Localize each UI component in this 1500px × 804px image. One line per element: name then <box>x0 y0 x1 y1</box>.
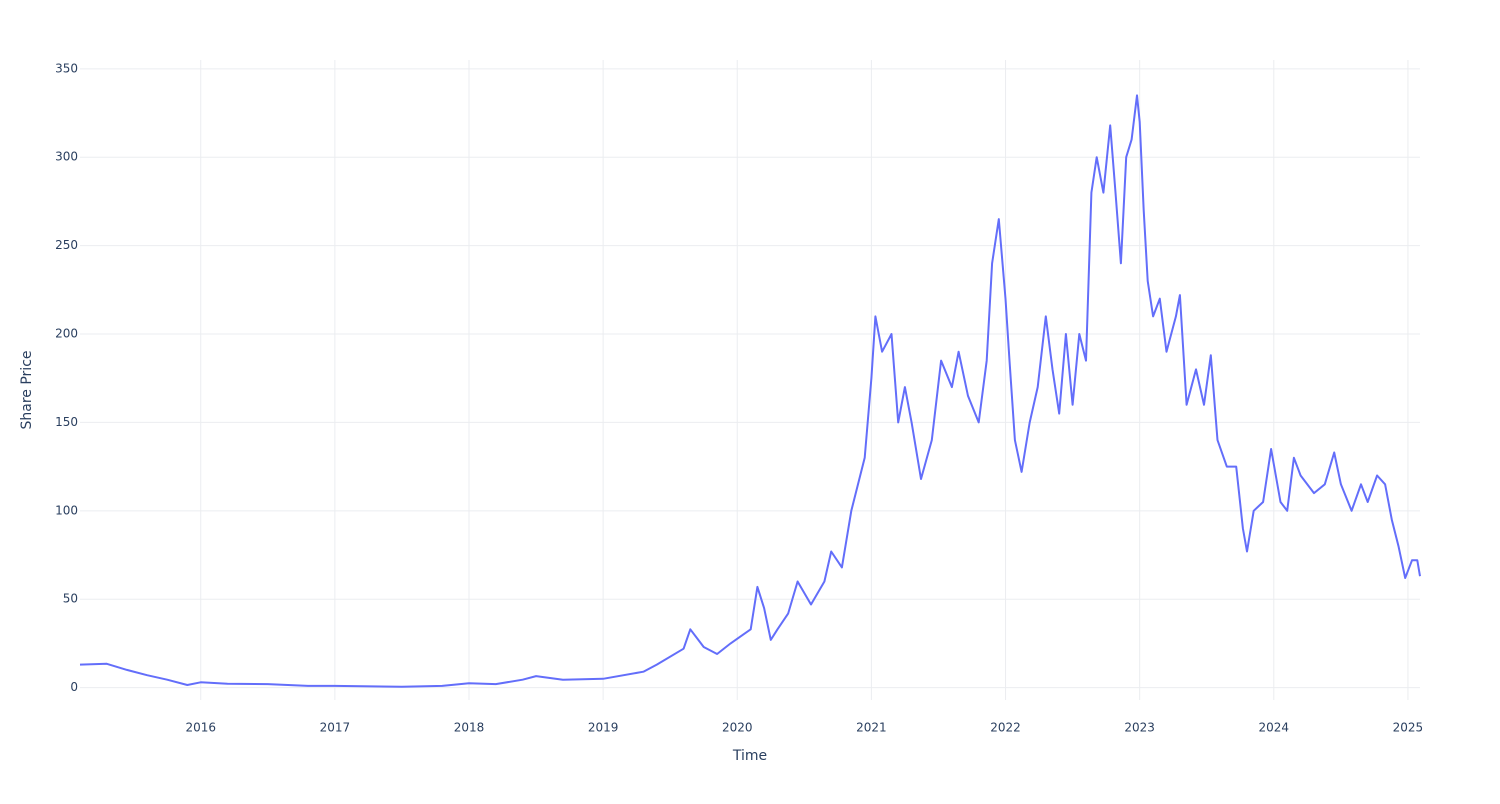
x-axis-label: Time <box>732 748 767 764</box>
x-tick-label: 2017 <box>320 721 351 735</box>
x-tick-label: 2020 <box>722 721 753 735</box>
x-tick-label: 2024 <box>1259 721 1290 735</box>
y-tick-label: 300 <box>55 150 78 164</box>
y-axis-label: Share Price <box>19 350 35 429</box>
x-tick-label: 2019 <box>588 721 619 735</box>
x-tick-label: 2016 <box>185 721 216 735</box>
x-tick-label: 2021 <box>856 721 887 735</box>
y-tick-label: 150 <box>55 415 78 429</box>
x-tick-label: 2023 <box>1124 721 1155 735</box>
y-tick-label: 0 <box>70 680 78 694</box>
y-tick-label: 100 <box>55 503 78 517</box>
x-tick-label: 2025 <box>1393 721 1424 735</box>
y-tick-label: 50 <box>63 592 78 606</box>
x-tick-label: 2022 <box>990 721 1021 735</box>
y-tick-label: 200 <box>55 327 78 341</box>
price-line <box>79 94 1421 688</box>
x-tick-label: 2018 <box>454 721 485 735</box>
y-tick-label: 350 <box>55 61 78 75</box>
y-tick-label: 250 <box>55 238 78 252</box>
